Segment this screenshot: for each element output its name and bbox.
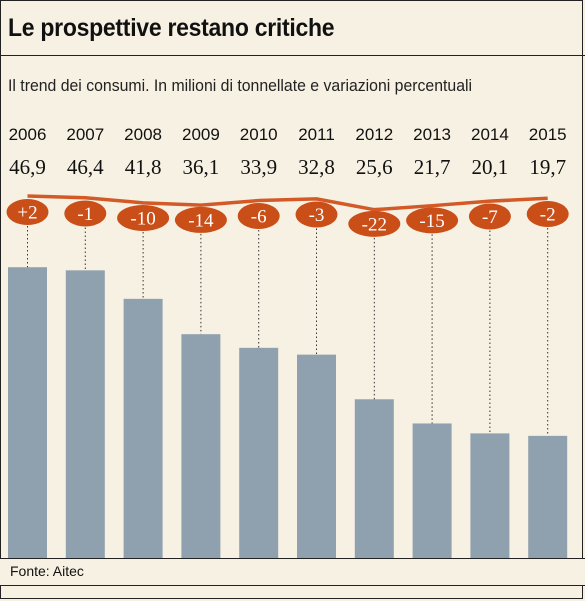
pct-badge-bg	[64, 200, 107, 227]
pct-badge-bg	[6, 199, 49, 226]
pct-change-label: -6	[251, 206, 267, 227]
bar	[354, 399, 394, 558]
value-label: 46,4	[67, 155, 104, 179]
bars	[8, 267, 568, 558]
guide-lines	[27, 222, 549, 436]
year-label: 2012	[355, 125, 393, 144]
year-label: 2015	[529, 125, 567, 144]
value-label: 46,9	[9, 155, 46, 179]
pct-change-label: -7	[482, 207, 498, 228]
pct-change-badge: -7	[468, 203, 511, 230]
pct-change-labels: +2 -1 -10 -14 -6 -3 -22 -15 -7 -2	[6, 199, 569, 237]
bar	[8, 267, 47, 558]
pct-change-line	[27, 194, 548, 212]
pct-change-label: +2	[17, 203, 37, 224]
value-label: 33,9	[240, 155, 277, 179]
value-label: 25,6	[356, 155, 393, 179]
pct-badge-bg	[117, 204, 170, 231]
bar	[123, 298, 163, 558]
value-label: 32,8	[298, 155, 335, 179]
value-label: 20,1	[472, 155, 509, 179]
year-label: 2007	[66, 125, 104, 144]
year-label: 2009	[182, 125, 220, 144]
bar	[181, 334, 221, 558]
pct-change-label: -2	[540, 204, 556, 225]
chart-title: Le prospettive restano critiche	[8, 14, 335, 42]
pct-change-label: -3	[309, 205, 325, 226]
trend-line	[27, 194, 548, 212]
pct-badge-bg	[348, 210, 401, 237]
pct-change-badge: -6	[237, 202, 280, 229]
bar	[470, 433, 510, 558]
value-label: 19,7	[529, 155, 566, 179]
bar	[412, 423, 452, 558]
year-label: 2008	[124, 125, 162, 144]
source-note: Fonte: Aitec	[10, 563, 84, 579]
pct-change-badge: -22	[348, 210, 401, 237]
pct-change-badge: +2	[6, 199, 49, 226]
pct-badge-bg	[237, 202, 280, 229]
year-label: 2010	[240, 125, 278, 144]
pct-change-badge: -14	[174, 206, 227, 233]
pct-change-label: -1	[77, 204, 93, 225]
value-label: 21,7	[414, 155, 451, 179]
pct-change-badge: -10	[117, 204, 170, 231]
pct-change-label: -22	[362, 214, 387, 235]
value-label: 36,1	[183, 155, 220, 179]
pct-badge-bg	[174, 206, 227, 233]
year-labels: 2006 2007 2008 2009 2010 2011 2012 2013 2014 2015	[9, 125, 567, 144]
year-label: 2011	[298, 125, 335, 144]
pct-badge-bg	[295, 201, 338, 228]
pct-badge-bg	[406, 207, 459, 234]
year-label: 2006	[9, 125, 47, 144]
pct-change-badge: -2	[526, 200, 569, 227]
pct-change-label: -14	[188, 210, 214, 231]
year-label: 2013	[413, 125, 451, 144]
pct-change-label: -10	[130, 208, 155, 229]
pct-change-badge: -1	[64, 200, 107, 227]
bar	[239, 347, 279, 558]
value-labels: 46,9 46,4 41,8 36,1 33,9 32,8 25,6 21,7 20,1 19,7	[9, 155, 566, 179]
bar	[528, 435, 568, 558]
title-divider	[0, 55, 585, 56]
value-label: 41,8	[125, 155, 162, 179]
pct-badge-bg	[526, 200, 569, 227]
pct-change-badge: -3	[295, 201, 338, 228]
bar	[297, 354, 336, 558]
pct-change-badge: -15	[406, 207, 459, 234]
chart-subtitle: Il trend dei consumi. In milioni di tonn…	[8, 76, 473, 95]
bar	[65, 270, 105, 558]
pct-badge-bg	[468, 203, 511, 230]
pct-change-label: -15	[419, 211, 444, 232]
year-label: 2014	[471, 125, 509, 144]
source-bar: Fonte: Aitec	[0, 558, 585, 586]
